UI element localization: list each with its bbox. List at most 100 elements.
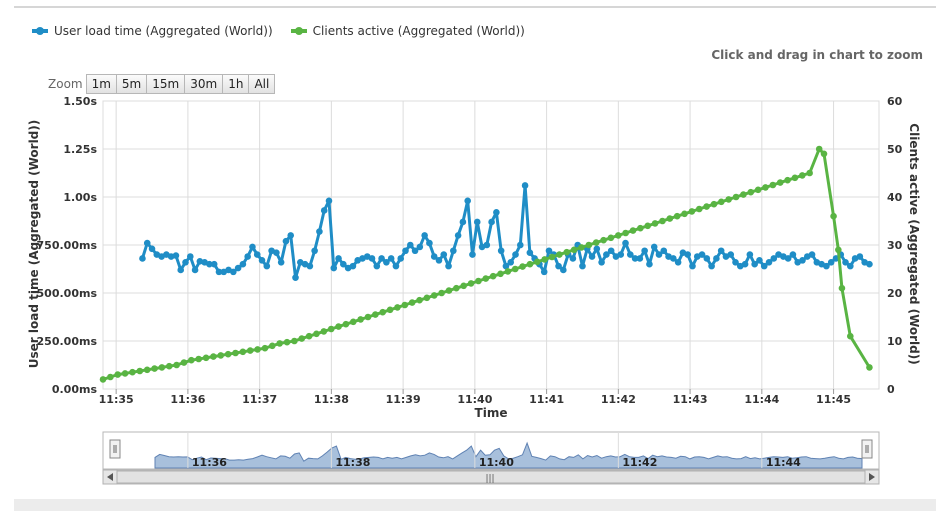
clients-active-point: [526, 260, 534, 268]
load-time-point: [847, 262, 854, 270]
load-time-point: [335, 255, 342, 262]
navigator-scrollbar[interactable]: |||: [102, 469, 880, 485]
load-time-point: [713, 255, 720, 262]
chart-legend: User load time (Aggregated (World)) Clie…: [32, 24, 525, 38]
load-time-point: [397, 255, 405, 262]
y-right-tick-label: 0: [887, 383, 895, 396]
load-time-point: [526, 249, 534, 256]
clients-active-point: [313, 330, 320, 338]
clients-active-point: [327, 325, 335, 333]
clients-active-point: [519, 263, 526, 270]
load-time-point: [622, 239, 629, 247]
y-left-tick-label: 1.25s: [63, 143, 97, 156]
y-right-tick-label: 10: [887, 335, 903, 348]
clients-active-point: [489, 272, 497, 280]
clients-active-point: [681, 210, 688, 218]
load-time-point: [306, 262, 314, 270]
clients-active-point: [600, 236, 607, 244]
y-left-tick-label: 250.00ms: [37, 335, 98, 348]
clients-active-point: [563, 248, 571, 256]
clients-active-point: [423, 294, 431, 302]
clients-active-point: [659, 217, 666, 225]
clients-active-point: [830, 212, 837, 220]
load-time-point: [650, 243, 658, 251]
clients-active-point: [188, 356, 195, 364]
load-time-point: [684, 251, 691, 258]
navigator-handle-right[interactable]: [861, 439, 873, 459]
load-time-point: [421, 232, 428, 239]
zoom-button-1h[interactable]: 1h: [222, 74, 250, 94]
load-time-point: [856, 253, 864, 260]
x-tick-label: 11:41: [529, 393, 564, 406]
load-time-point: [277, 258, 285, 266]
load-time-point: [636, 255, 644, 262]
navigator-handle-left[interactable]: [109, 439, 121, 459]
load-time-point: [660, 247, 668, 255]
load-time-point: [770, 255, 778, 262]
clients-active-point: [143, 366, 151, 374]
load-time-point: [732, 258, 739, 266]
navigator-tick-label: 11:38: [335, 456, 370, 469]
load-time-point: [512, 251, 519, 258]
load-time-point: [569, 255, 577, 262]
clients-active-point: [151, 365, 158, 372]
load-time-point: [258, 257, 266, 264]
clients-active-point: [688, 208, 696, 215]
clients-active-point: [637, 224, 644, 232]
scrollbar-grip-icon: |||: [485, 474, 494, 484]
navigator-tick-label: 11:36: [192, 456, 227, 469]
load-time-point: [182, 258, 189, 266]
zoom-button-1m[interactable]: 1m: [85, 74, 117, 94]
load-time-point: [292, 274, 299, 281]
clients-active-point: [254, 346, 261, 353]
zoom-button-5m[interactable]: 5m: [115, 74, 148, 94]
load-time-point: [655, 251, 663, 258]
bottom-border: [14, 499, 936, 511]
clients-active-point: [283, 338, 291, 346]
load-time-point: [402, 247, 409, 255]
load-time-point: [249, 243, 256, 251]
load-time-point: [808, 251, 816, 258]
load-time-point: [784, 255, 792, 262]
load-time-point: [507, 258, 515, 266]
clients-active-point: [394, 304, 401, 311]
legend-clients-swatch: [290, 27, 307, 35]
zoom-button-15m[interactable]: 15m: [146, 74, 186, 94]
clients-active-point: [460, 282, 467, 290]
load-time-point: [746, 251, 754, 258]
clients-active-point: [416, 296, 423, 304]
load-time-point: [172, 252, 180, 259]
drag-zoom-hint: Click and drag in chart to zoom: [711, 48, 923, 62]
zoom-button-all[interactable]: All: [248, 74, 276, 94]
load-time-point: [230, 268, 237, 276]
load-time-point: [689, 262, 696, 270]
zoom-label: Zoom: [48, 77, 83, 91]
legend-item-load-time[interactable]: User load time (Aggregated (World)): [32, 24, 273, 38]
x-tick-label: 11:38: [314, 393, 349, 406]
y-left-tick-label: 1.00s: [63, 191, 97, 204]
clients-active-point: [320, 328, 328, 335]
load-time-point: [430, 253, 438, 260]
load-time-point: [440, 251, 448, 258]
load-time-point: [674, 258, 682, 266]
clients-active-point: [386, 306, 394, 314]
load-time-point: [593, 245, 601, 253]
clients-active-point: [269, 342, 276, 350]
load-time-point: [320, 207, 328, 214]
load-time-point: [598, 258, 605, 266]
legend-load-swatch: [32, 27, 48, 35]
clients-active-point: [401, 301, 409, 309]
legend-item-clients-active[interactable]: Clients active (Aggregated (World)): [290, 24, 525, 38]
clients-active-point: [725, 196, 732, 203]
clients-active-point: [754, 186, 762, 194]
clients-active-point: [246, 347, 254, 354]
clients-active-point: [364, 313, 372, 321]
clients-active-point: [585, 241, 593, 249]
navigator[interactable]: 11:36 11:38 11:40 11:42 11:44: [102, 431, 880, 470]
load-time-point: [139, 255, 146, 262]
load-time-point: [493, 209, 500, 216]
load-time-point: [206, 260, 213, 268]
y-right-tick-label: 60: [887, 95, 903, 108]
